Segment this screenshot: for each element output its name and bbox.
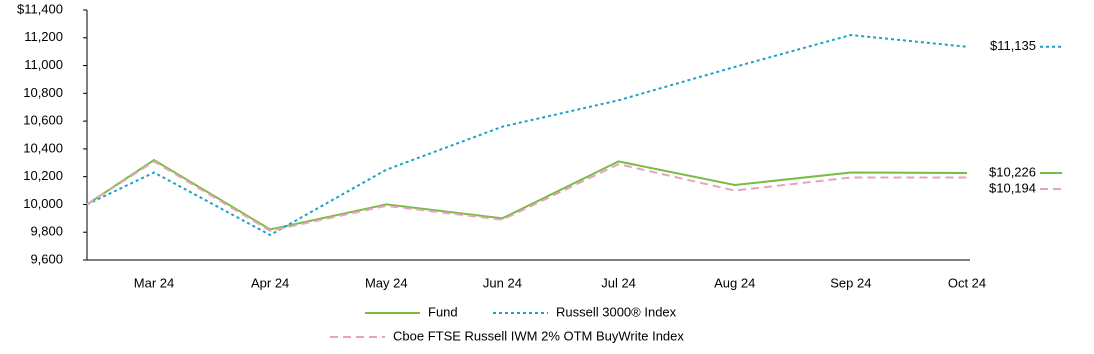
- x-tick-label: May 24: [365, 275, 408, 290]
- end-value-label: $10,226: [989, 164, 1036, 179]
- x-tick-label: Jun 24: [483, 275, 522, 290]
- y-tick-label: 9,600: [30, 251, 63, 266]
- legend-label: Cboe FTSE Russell IWM 2% OTM BuyWrite In…: [393, 328, 684, 343]
- y-tick-label: $11,400: [17, 1, 63, 16]
- x-tick-label: Apr 24: [251, 275, 289, 290]
- legend-label: Russell 3000® Index: [556, 304, 677, 319]
- series-line: [86, 158, 968, 231]
- x-tick-label: Sep 24: [830, 275, 871, 290]
- end-value-label: $10,194: [989, 180, 1036, 195]
- x-tick-label: Oct 24: [948, 275, 986, 290]
- series-line: [86, 160, 967, 232]
- y-tick-label: 10,200: [23, 168, 63, 183]
- series-line: [86, 33, 968, 237]
- y-tick-label: 11,200: [24, 29, 63, 44]
- y-tick-label: 11,000: [24, 57, 63, 72]
- y-tick-label: 10,000: [23, 196, 63, 211]
- y-tick-label: 10,600: [23, 113, 63, 128]
- y-tick-label: 10,400: [23, 140, 63, 155]
- legend-label: Fund: [428, 304, 458, 319]
- y-tick-label: 9,800: [30, 224, 63, 239]
- x-tick-label: Mar 24: [134, 275, 174, 290]
- x-tick-label: Jul 24: [601, 275, 636, 290]
- y-tick-label: 10,800: [23, 85, 63, 100]
- end-value-label: $11,135: [990, 38, 1036, 53]
- x-tick-label: Aug 24: [714, 275, 755, 290]
